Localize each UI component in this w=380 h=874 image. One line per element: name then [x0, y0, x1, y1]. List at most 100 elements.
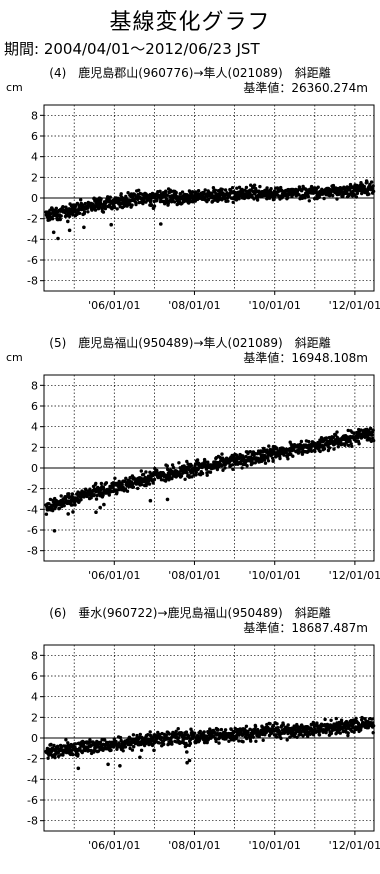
chart-canvas: 8 6 4 2 0 -2 -4 -6 -8 '06/01/01 '08/01/01 '10/01/01… [27, 104, 380, 312]
y-tick-label: 4 [31, 151, 38, 164]
data-point [271, 459, 275, 463]
data-point [284, 450, 288, 455]
data-point [144, 470, 148, 474]
data-point [89, 496, 93, 500]
data-point [121, 749, 125, 753]
reference-value: 基準値：16948.108m [243, 351, 368, 365]
data-point [371, 721, 375, 725]
data-point [57, 506, 62, 510]
data-point [185, 760, 189, 765]
data-point [47, 502, 51, 506]
data-point [157, 741, 162, 745]
data-point [137, 188, 141, 192]
data-point [98, 740, 103, 744]
data-point [261, 738, 265, 742]
data-point [237, 185, 242, 189]
data-point [123, 745, 128, 749]
data-point [334, 716, 338, 721]
data-point [123, 487, 128, 491]
data-point [49, 742, 53, 747]
data-point [330, 189, 334, 194]
data-point [139, 469, 143, 473]
data-point [332, 447, 336, 451]
data-point [217, 741, 221, 745]
data-point [290, 733, 294, 738]
chart-title: (4) 鹿児島郡山(960776)→隼人(021089) 斜距離 [49, 66, 331, 80]
data-point [226, 199, 230, 203]
data-point [51, 230, 56, 235]
data-point [196, 189, 201, 193]
data-point [141, 472, 146, 477]
data-point [360, 715, 364, 720]
data-point [244, 185, 249, 190]
data-point [194, 473, 198, 477]
data-point [208, 470, 213, 474]
data-point [245, 464, 249, 468]
data-point [85, 206, 90, 210]
data-point [134, 202, 138, 207]
y-tick-label: -6 [27, 254, 38, 267]
data-point [104, 481, 109, 485]
data-point [159, 222, 163, 226]
data-point [125, 197, 129, 201]
data-point [252, 727, 257, 731]
data-point [187, 475, 192, 479]
data-point [179, 474, 184, 478]
data-point [98, 505, 102, 510]
data-point [268, 722, 272, 726]
data-point [170, 742, 174, 746]
data-point [66, 219, 70, 224]
data-point [245, 736, 249, 741]
y-tick-label: -8 [27, 275, 38, 288]
data-point [369, 180, 374, 184]
data-point [46, 756, 50, 760]
data-point [241, 740, 245, 744]
data-point [167, 478, 171, 482]
data-point [152, 748, 156, 753]
x-tick-label: '08/01/01 [168, 569, 220, 582]
x-tick-label: '10/01/01 [249, 839, 301, 852]
data-point [292, 734, 297, 738]
data-point [266, 456, 270, 460]
data-point [136, 486, 140, 491]
chart-panel-6: (6) 垂水(960722)→鹿児島福山(950489) 斜距離 基準値：186… [0, 604, 380, 874]
data-point [67, 228, 72, 233]
data-point [164, 733, 168, 738]
y-tick-label: 0 [31, 462, 38, 475]
data-point [52, 529, 57, 533]
data-point [103, 206, 108, 211]
data-point [140, 192, 144, 196]
data-point [58, 217, 62, 222]
data-point [235, 186, 239, 190]
data-point [316, 185, 320, 189]
data-point [331, 183, 336, 188]
y-unit-label: cm [6, 81, 23, 94]
data-point [279, 736, 283, 741]
page-title: 基線変化グラフ [109, 10, 271, 35]
data-point [234, 198, 239, 202]
data-point [84, 488, 88, 492]
data-point [170, 463, 175, 467]
data-point [82, 210, 87, 214]
data-point [331, 435, 336, 440]
data-point [189, 464, 194, 468]
data-point [223, 728, 228, 732]
data-point [244, 724, 249, 728]
data-point [132, 745, 136, 749]
data-point [230, 186, 235, 190]
data-point [336, 445, 340, 449]
data-point [166, 467, 170, 472]
data-point [75, 201, 80, 206]
data-point [152, 477, 157, 482]
data-point [193, 731, 197, 735]
data-point [281, 723, 285, 727]
data-point [109, 222, 113, 227]
data-point [275, 722, 279, 726]
data-point [262, 458, 267, 462]
data-point [202, 730, 206, 734]
x-tick-label: '06/01/01 [88, 569, 140, 582]
y-tick-label: 8 [31, 649, 38, 662]
y-tick-label: 4 [31, 691, 38, 704]
data-point [253, 724, 258, 729]
data-point [208, 727, 212, 731]
